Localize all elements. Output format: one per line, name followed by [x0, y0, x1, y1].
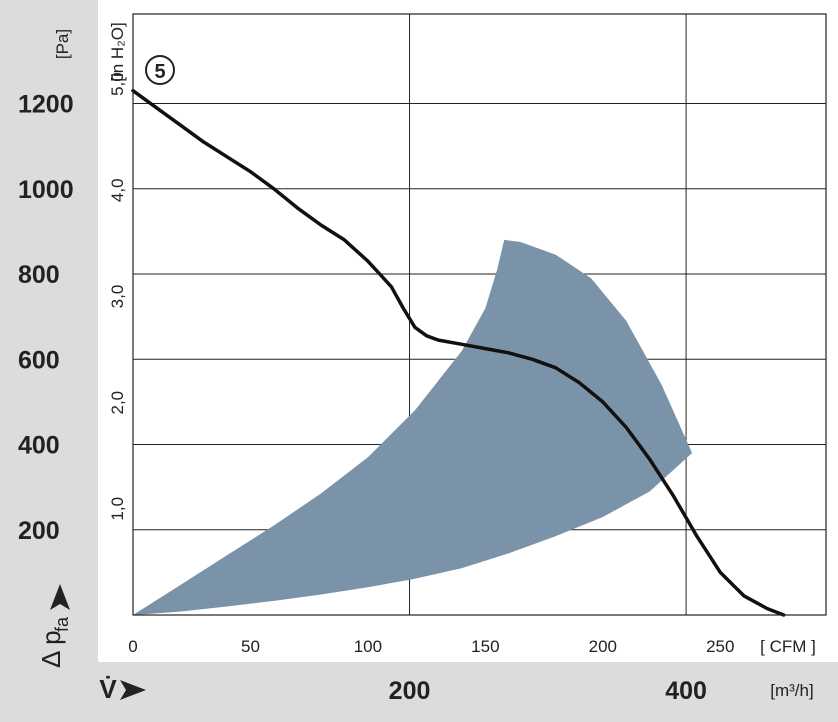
x-cfm-ticks: 0 50 100 150 200 250	[128, 637, 734, 656]
grid-lines	[133, 14, 826, 615]
x-cfm-tick-label: 250	[706, 637, 734, 656]
plot-frame	[132, 13, 827, 616]
x-m3h-tick-label: 200	[389, 677, 431, 705]
y-pa-ticks: 200 400 600 800 1000 1200	[18, 91, 74, 545]
y-inh2o-unit-label: [in H₂O]	[108, 22, 127, 82]
curve-id-marker	[145, 55, 175, 85]
y-inh2o-ticks: 1,0 2,0 3,0 4,0 5,0	[108, 72, 127, 520]
y-axis-symbol: Δ p fa	[36, 616, 72, 668]
y-pa-tick-label: 1000	[18, 176, 74, 204]
x-cfm-tick-label: 0	[128, 637, 137, 656]
y-pa-tick-label: 600	[18, 346, 60, 374]
x-cfm-unit-label: [ CFM ]	[760, 637, 816, 656]
y-pa-unit-label: [Pa]	[53, 29, 72, 59]
y-axis-arrow-icon	[50, 584, 70, 610]
y-inh2o-tick-label: 3,0	[108, 285, 127, 309]
operating-range-area	[133, 239, 693, 615]
x-cfm-tick-label: 50	[241, 637, 260, 656]
y-inh2o-tick-label: 5,0	[108, 72, 127, 96]
curve-id-label: 5	[154, 61, 165, 83]
x-m3h-unit-label: [m³/h]	[770, 681, 813, 700]
y-inh2o-tick-label: 2,0	[108, 391, 127, 415]
y-axis-symbol-main: Δ p	[36, 630, 66, 668]
y-pa-tick-label: 400	[18, 432, 60, 460]
y-pa-tick-label: 200	[18, 517, 60, 545]
x-axis-symbol: V̇	[99, 674, 117, 704]
x-cfm-tick-label: 150	[471, 637, 499, 656]
y-axis-band	[0, 0, 98, 722]
y-inh2o-tick-label: 1,0	[108, 497, 127, 521]
performance-curve	[131, 88, 786, 617]
y-pa-tick-label: 800	[18, 261, 60, 289]
x-axis-arrow-icon	[120, 680, 146, 700]
operating-range-region	[133, 239, 693, 615]
x-cfm-tick-label: 200	[589, 637, 617, 656]
x-m3h-tick-label: 400	[665, 677, 707, 705]
x-cfm-tick-label: 100	[354, 637, 382, 656]
y-axis-symbol-sub: fa	[52, 616, 72, 632]
y-pa-tick-label: 1200	[18, 91, 74, 119]
performance-curve-group	[131, 88, 786, 617]
y-inh2o-tick-label: 4,0	[108, 178, 127, 202]
